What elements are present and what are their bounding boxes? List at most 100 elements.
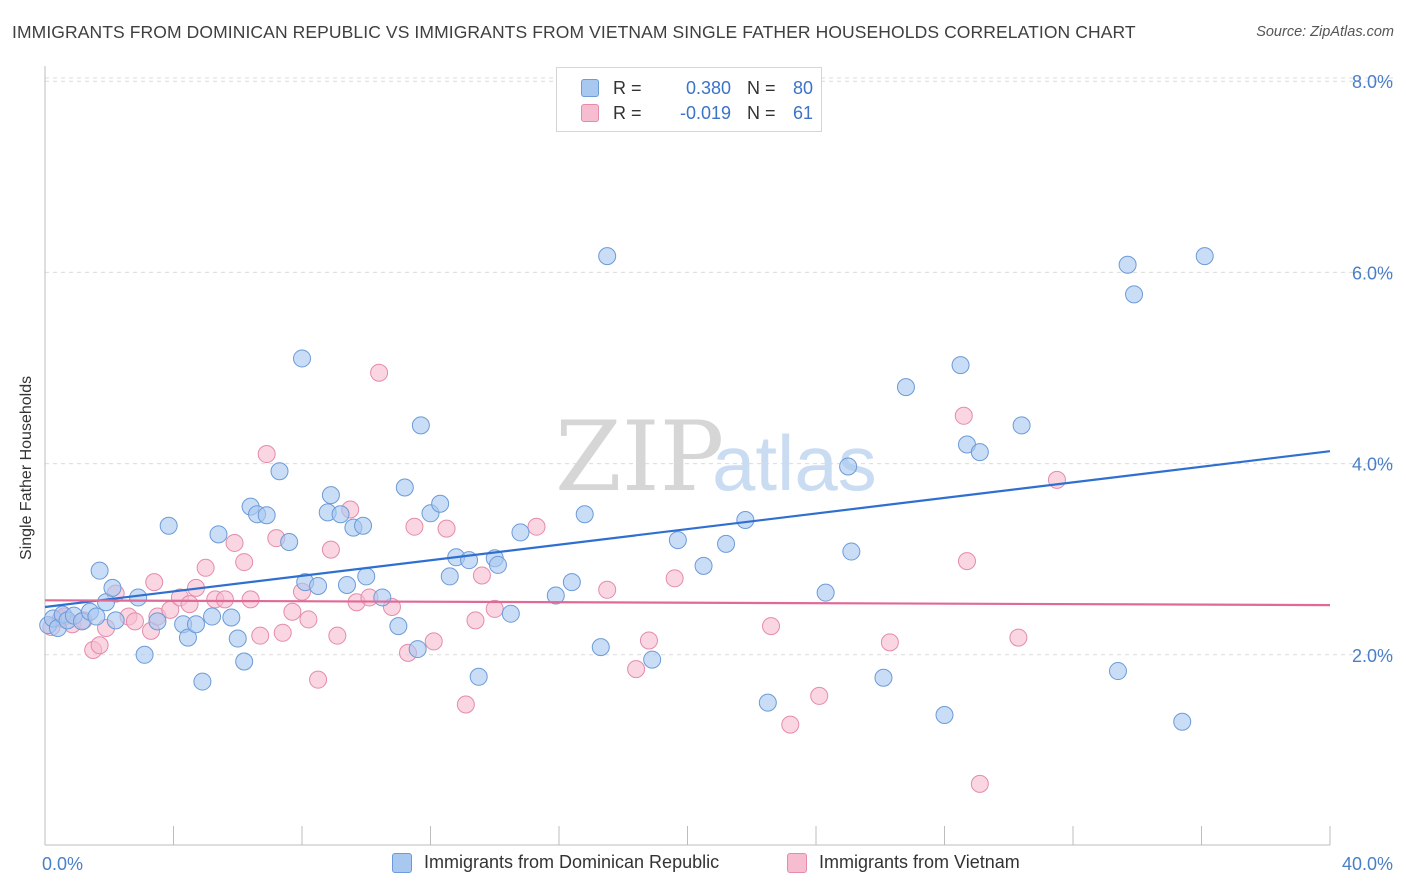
vietnam-point xyxy=(466,611,485,630)
x-tick-label: 40.0% xyxy=(1342,854,1393,874)
vietnam-point xyxy=(251,626,270,645)
dominican-point xyxy=(148,612,167,631)
chart-title: IMMIGRANTS FROM DOMINICAN REPUBLIC VS IM… xyxy=(12,22,1136,42)
dominican-point xyxy=(440,567,459,586)
dominican-point xyxy=(354,516,373,535)
dominican-point xyxy=(178,628,197,647)
vietnam-point xyxy=(328,626,347,645)
dominican-point xyxy=(1012,416,1031,435)
bottom-legend-swatch-pink xyxy=(787,852,807,873)
dominican-point xyxy=(668,531,687,550)
dominican-point xyxy=(562,573,581,592)
dominican-point xyxy=(159,516,178,535)
dominican-point xyxy=(321,486,340,505)
dominican-trend-line xyxy=(44,450,1331,609)
vietnam-point xyxy=(299,610,318,629)
vietnam-point xyxy=(321,540,340,559)
dominican-point xyxy=(896,378,915,397)
dominican-point xyxy=(736,511,755,530)
legend-n-value: 80 xyxy=(792,77,813,98)
legend-swatch-pink xyxy=(581,104,599,122)
legend-row-dominican: R = 0.380 N = 80 xyxy=(581,75,813,101)
bottom-legend-swatch-blue xyxy=(392,852,412,873)
watermark: ZIP atlas xyxy=(555,401,877,513)
vietnam-trend-line xyxy=(44,599,1331,607)
dominican-point xyxy=(270,462,289,481)
dominican-point xyxy=(488,555,507,574)
vietnam-point xyxy=(762,617,781,636)
dominican-point xyxy=(411,416,430,435)
legend-swatch-blue xyxy=(581,79,599,97)
dominican-point xyxy=(1125,285,1144,304)
dominican-point xyxy=(293,349,311,368)
vietnam-point xyxy=(665,569,684,588)
vietnam-point xyxy=(241,590,260,609)
dominican-point xyxy=(1173,712,1192,731)
dominican-point xyxy=(1195,247,1214,266)
dominican-point xyxy=(389,617,408,636)
vietnam-point xyxy=(639,631,658,650)
vietnam-point xyxy=(627,660,646,679)
dominican-point xyxy=(235,652,254,671)
vietnam-point xyxy=(235,553,254,572)
dominican-point xyxy=(257,506,276,525)
dominican-point xyxy=(309,576,328,595)
dominican-point xyxy=(546,586,565,605)
bottom-legend-dominican: Immigrants from Dominican Republic xyxy=(392,852,719,873)
dominican-point xyxy=(106,611,125,630)
vietnam-point xyxy=(125,612,144,631)
vietnam-point xyxy=(145,573,164,592)
dominican-point xyxy=(842,542,861,561)
vietnam-point xyxy=(405,517,424,536)
dominican-point xyxy=(935,706,954,725)
dominican-point xyxy=(758,693,777,712)
vietnam-point xyxy=(215,590,234,609)
dominican-point xyxy=(575,505,594,524)
bottom-legend-vietnam: Immigrants from Vietnam xyxy=(787,852,1020,873)
vietnam-point xyxy=(598,580,617,599)
dominican-point xyxy=(408,640,427,659)
dominican-point xyxy=(951,356,970,375)
dominican-point xyxy=(193,672,212,691)
vietnam-point xyxy=(954,406,973,425)
vietnam-point xyxy=(880,633,899,652)
axes xyxy=(44,66,1331,846)
dominican-point xyxy=(209,525,228,544)
legend-n-label: N = xyxy=(747,102,776,123)
watermark-zip: ZIP xyxy=(555,401,724,513)
vietnam-point xyxy=(180,595,199,614)
legend-row-vietnam: R = -0.019 N = 61 xyxy=(581,100,813,126)
correlation-legend: R = 0.380 N = 80 R = -0.019 N = 61 xyxy=(556,67,822,132)
x-tick-label: 0.0% xyxy=(42,854,83,874)
y-tick-label: 8.0% xyxy=(1352,72,1393,92)
dominican-point xyxy=(511,523,530,542)
dominican-point xyxy=(694,556,713,575)
dominican-point xyxy=(970,443,989,462)
dominican-point xyxy=(222,608,241,627)
tick-labels: 2.0% 4.0% 6.0% 8.0% 0.0% 40.0% xyxy=(42,72,1393,874)
dominican-point xyxy=(87,607,106,626)
vietnam-point xyxy=(970,774,989,793)
bottom-legend-label-vietnam: Immigrants from Vietnam xyxy=(819,852,1020,872)
legend-n-label: N = xyxy=(747,77,776,98)
vietnam-point xyxy=(527,517,546,536)
vietnam-point xyxy=(225,533,244,552)
vietnam-point xyxy=(437,519,456,538)
dominican-point xyxy=(598,247,617,266)
legend-r-label: R = xyxy=(613,77,642,98)
source-label: Source: ZipAtlas.com xyxy=(1256,24,1394,40)
vietnam-point xyxy=(472,566,491,585)
vietnam-point xyxy=(309,670,328,689)
dominican-point xyxy=(103,578,122,597)
y-tick-label: 4.0% xyxy=(1352,455,1393,475)
vietnam-point xyxy=(781,715,800,734)
dominican-point xyxy=(337,576,356,595)
legend-n-value: 61 xyxy=(792,102,813,123)
dominican-point xyxy=(431,494,450,513)
y-tick-label: 6.0% xyxy=(1352,263,1393,283)
dominican-point xyxy=(331,505,350,524)
vietnam-point xyxy=(424,632,443,651)
dominican-point xyxy=(469,667,488,686)
dominican-point xyxy=(373,588,392,607)
dominican-point xyxy=(135,645,154,664)
